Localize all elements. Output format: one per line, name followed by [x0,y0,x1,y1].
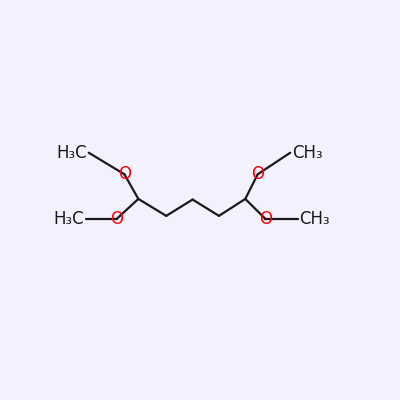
Text: CH₃: CH₃ [300,210,330,228]
Text: O: O [110,210,123,228]
Text: O: O [259,210,272,228]
Text: O: O [118,165,131,183]
Text: O: O [251,165,264,183]
Text: CH₃: CH₃ [292,144,322,162]
Text: H₃C: H₃C [54,210,84,228]
Text: H₃C: H₃C [56,144,87,162]
